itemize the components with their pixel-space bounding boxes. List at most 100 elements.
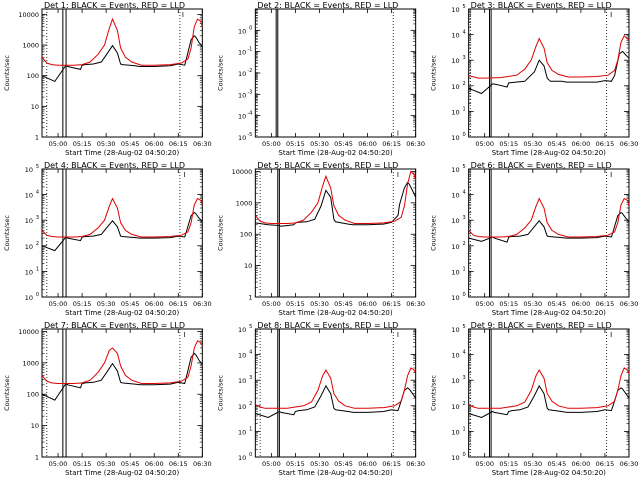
y-tick-exponent: 5 (462, 4, 465, 10)
x-tick-label: 05:00 (262, 460, 281, 468)
x-tick-label: 05:00 (475, 300, 494, 308)
plot-frame (41, 8, 203, 138)
y-tick-label: 10 (451, 6, 459, 14)
y-tick-label: 100 (27, 391, 39, 399)
x-tick-label: 05:30 (97, 300, 116, 308)
x-tick-label: 06:30 (193, 460, 212, 468)
y-tick-label: 10000 (18, 11, 39, 19)
y-tick-label: 10 (451, 428, 459, 436)
y-tick-label: 10 (451, 192, 459, 200)
x-tick-label: 06:00 (145, 300, 164, 308)
x-tick-label: 05:15 (286, 460, 305, 468)
y-tick-exponent: 3 (36, 215, 39, 221)
x-axis-label: Start Time (28-Aug-02 04:50:20) (65, 309, 179, 317)
x-tick-label: 05:00 (49, 460, 68, 468)
panel-det-8: Det 8: BLACK = Events, RED = LLD 05:00 05:… (216, 321, 425, 477)
y-axis-label: Counts/sec (3, 55, 11, 91)
y-tick-label: 10 (238, 428, 246, 436)
y-axis-label: Counts/sec (430, 55, 438, 91)
chart-title: Det 5: BLACK = Events, RED = LLD (257, 161, 398, 170)
y-axis-label: Counts/sec (3, 215, 11, 251)
y-tick-label: 10 (451, 83, 459, 91)
y-tick-exponent: 2 (462, 241, 465, 247)
y-tick-exponent: 0 (462, 292, 465, 298)
y-tick-label: 10 (451, 377, 459, 385)
y-tick-exponent: 5 (249, 324, 252, 330)
y-tick-exponent: 4 (249, 350, 252, 356)
x-axis-label: Start Time (28-Aug-02 04:50:20) (65, 469, 179, 477)
x-tick-label: 05:00 (49, 140, 68, 148)
y-tick-label: 10 (25, 166, 33, 174)
y-tick-exponent: 4 (36, 190, 39, 196)
x-tick-label: 06:00 (572, 300, 591, 308)
flag-marker: I (183, 171, 185, 179)
y-tick-exponent: 4 (462, 30, 465, 36)
x-tick-label: 05:30 (97, 140, 116, 148)
x-tick-label: 05:00 (475, 140, 494, 148)
y-axis-label: Counts/sec (216, 55, 224, 91)
y-axis-label: Counts/sec (430, 375, 438, 411)
series-lld-line (255, 367, 417, 409)
y-tick-exponent: 3 (462, 215, 465, 221)
x-tick-label: 06:15 (382, 140, 401, 148)
y-tick-exponent: -5 (247, 132, 252, 138)
series-lld-line (41, 17, 203, 66)
y-tick-exponent: 2 (249, 401, 252, 407)
x-tick-label: 05:00 (475, 460, 494, 468)
plot-frame (41, 328, 203, 458)
y-tick-label: 10 (244, 262, 252, 270)
panel-det-7: Det 7: BLACK = Events, RED = LLD 05:00 05:… (3, 321, 212, 477)
x-tick-label: 06:30 (620, 460, 639, 468)
x-tick-label: 05:45 (547, 460, 566, 468)
y-tick-exponent: 0 (462, 452, 465, 458)
y-tick-exponent: -1 (247, 47, 252, 53)
series-lld-line (254, 170, 417, 224)
y-tick-label: 10 (238, 403, 246, 411)
y-tick-label: 10 (25, 243, 33, 251)
panel-det-3: Det 3: BLACK = Events, RED = LLD 05:00 05:… (430, 1, 639, 157)
y-tick-label: 10 (451, 57, 459, 65)
chart-title: Det 1: BLACK = Events, RED = LLD (44, 1, 185, 10)
x-tick-label: 06:30 (406, 460, 425, 468)
x-tick-label: 05:15 (286, 300, 305, 308)
y-tick-exponent: 2 (36, 241, 39, 247)
y-tick-label: 1 (35, 454, 39, 462)
y-tick-label: 10 (238, 352, 246, 360)
y-tick-label: 10 (238, 377, 246, 385)
y-tick-label: 10 (451, 454, 459, 462)
y-axis-label: Counts/sec (216, 375, 224, 411)
x-axis-label: Start Time (28-Aug-02 04:50:20) (278, 469, 392, 477)
chart-title: Det 3: BLACK = Events, RED = LLD (471, 1, 612, 10)
plot-frame (41, 168, 203, 298)
y-tick-label: 10 (451, 217, 459, 225)
y-tick-label: 1000 (22, 42, 39, 50)
y-tick-exponent: 0 (249, 452, 252, 458)
x-tick-label: 06:15 (596, 460, 615, 468)
series-events-line (468, 384, 630, 419)
plot-frame (468, 168, 630, 298)
x-tick-label: 05:30 (523, 300, 542, 308)
y-tick-label: 10 (238, 326, 246, 334)
x-tick-label: 06:00 (572, 140, 591, 148)
x-axis-label: Start Time (28-Aug-02 04:50:20) (278, 149, 392, 157)
y-tick-exponent: 1 (462, 266, 465, 272)
x-tick-label: 06:15 (596, 140, 615, 148)
y-tick-label: 10 (238, 91, 246, 99)
y-tick-label: 10 (238, 134, 246, 142)
series-events-line (41, 211, 203, 252)
y-axis-label: Counts/sec (430, 215, 438, 251)
y-tick-label: 10 (451, 268, 459, 276)
plot-frame (254, 8, 417, 138)
x-tick-label: 06:30 (620, 140, 639, 148)
x-tick-label: 05:30 (97, 460, 116, 468)
panel-det-6: Det 6: BLACK = Events, RED = LLD 05:00 05:… (430, 161, 639, 317)
x-axis-label: Start Time (28-Aug-02 04:50:20) (492, 149, 606, 157)
chart-title: Det 8: BLACK = Events, RED = LLD (257, 321, 398, 330)
x-tick-label: 05:15 (73, 460, 92, 468)
y-tick-exponent: -2 (247, 68, 252, 74)
x-tick-label: 05:15 (73, 300, 92, 308)
x-tick-label: 06:15 (382, 460, 401, 468)
x-tick-label: 06:00 (572, 460, 591, 468)
series-lld-line (41, 340, 203, 384)
series-lld-line (468, 367, 630, 409)
